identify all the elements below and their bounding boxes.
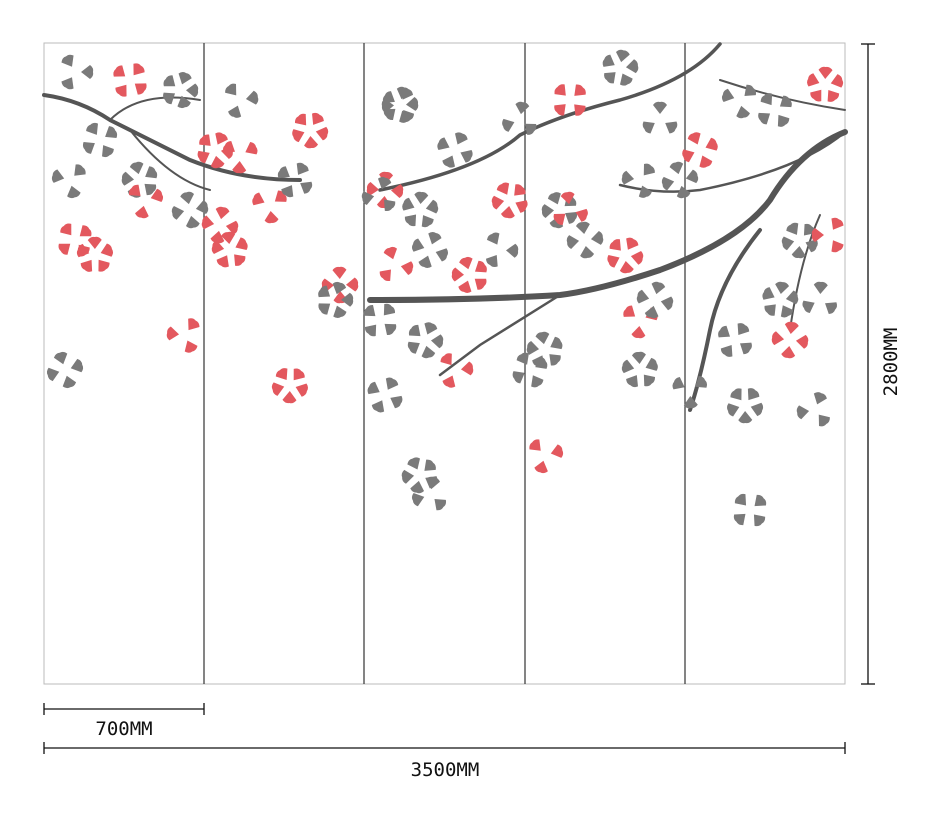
- dimension-lines: [43, 43, 875, 754]
- panel-width-label: 700MM: [95, 718, 152, 740]
- height-label: 2800MM: [880, 328, 902, 397]
- total-width-label: 3500MM: [411, 759, 480, 781]
- wallpaper-frame: [43, 42, 846, 685]
- branches: [42, 42, 848, 412]
